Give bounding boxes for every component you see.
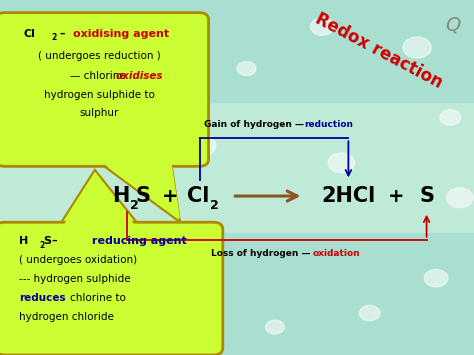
Polygon shape [62,173,137,229]
Circle shape [182,133,216,158]
FancyBboxPatch shape [0,222,223,355]
Circle shape [45,283,69,301]
Circle shape [328,153,355,173]
Text: 2: 2 [210,199,219,212]
Text: --- hydrogen sulphide: --- hydrogen sulphide [19,274,130,284]
Circle shape [9,222,38,243]
Text: +: + [162,186,178,206]
Circle shape [447,188,473,208]
Text: hydrogen chloride: hydrogen chloride [19,312,114,322]
Text: Q: Q [445,15,460,34]
Circle shape [265,320,284,334]
Text: reduces: reduces [19,293,65,304]
Circle shape [424,269,448,287]
Text: oxidising agent: oxidising agent [73,28,170,39]
Text: hydrogen sulphide to: hydrogen sulphide to [44,90,155,100]
Circle shape [310,18,334,36]
Text: ( undergoes oxidation): ( undergoes oxidation) [19,255,137,265]
Text: reducing agent: reducing agent [92,236,187,246]
Circle shape [403,37,431,58]
Bar [0,103,474,233]
Text: –: – [56,28,73,39]
Circle shape [237,61,256,76]
Polygon shape [57,170,142,229]
Text: +: + [388,186,404,206]
Text: 2: 2 [39,241,45,250]
Circle shape [52,55,90,82]
Text: oxidises: oxidises [116,71,164,81]
Text: Redox reaction: Redox reaction [312,10,446,92]
Circle shape [24,142,52,163]
Circle shape [359,305,380,321]
Text: oxidation: oxidation [312,249,360,258]
Text: 2: 2 [51,33,56,42]
Text: H: H [112,186,129,206]
Circle shape [440,110,461,125]
Text: reduction: reduction [304,120,353,129]
Circle shape [167,13,193,33]
Text: 2HCl: 2HCl [321,186,375,206]
Text: — chlorine: — chlorine [70,71,129,81]
Polygon shape [95,159,180,222]
Text: S: S [419,186,434,206]
Text: Loss of hydrogen —: Loss of hydrogen — [211,249,314,258]
Text: Cl: Cl [24,28,36,39]
Text: 2: 2 [130,199,138,212]
Polygon shape [95,158,180,219]
Text: S: S [136,186,151,206]
Text: H: H [19,236,28,246]
Text: chlorine to: chlorine to [70,293,126,304]
Text: ( undergoes reduction ): ( undergoes reduction ) [38,51,161,61]
Text: S–: S– [44,236,65,246]
FancyBboxPatch shape [0,13,209,166]
Text: Gain of hydrogen —: Gain of hydrogen — [204,120,307,129]
Text: Cl: Cl [187,186,210,206]
Text: sulphur: sulphur [80,108,119,118]
